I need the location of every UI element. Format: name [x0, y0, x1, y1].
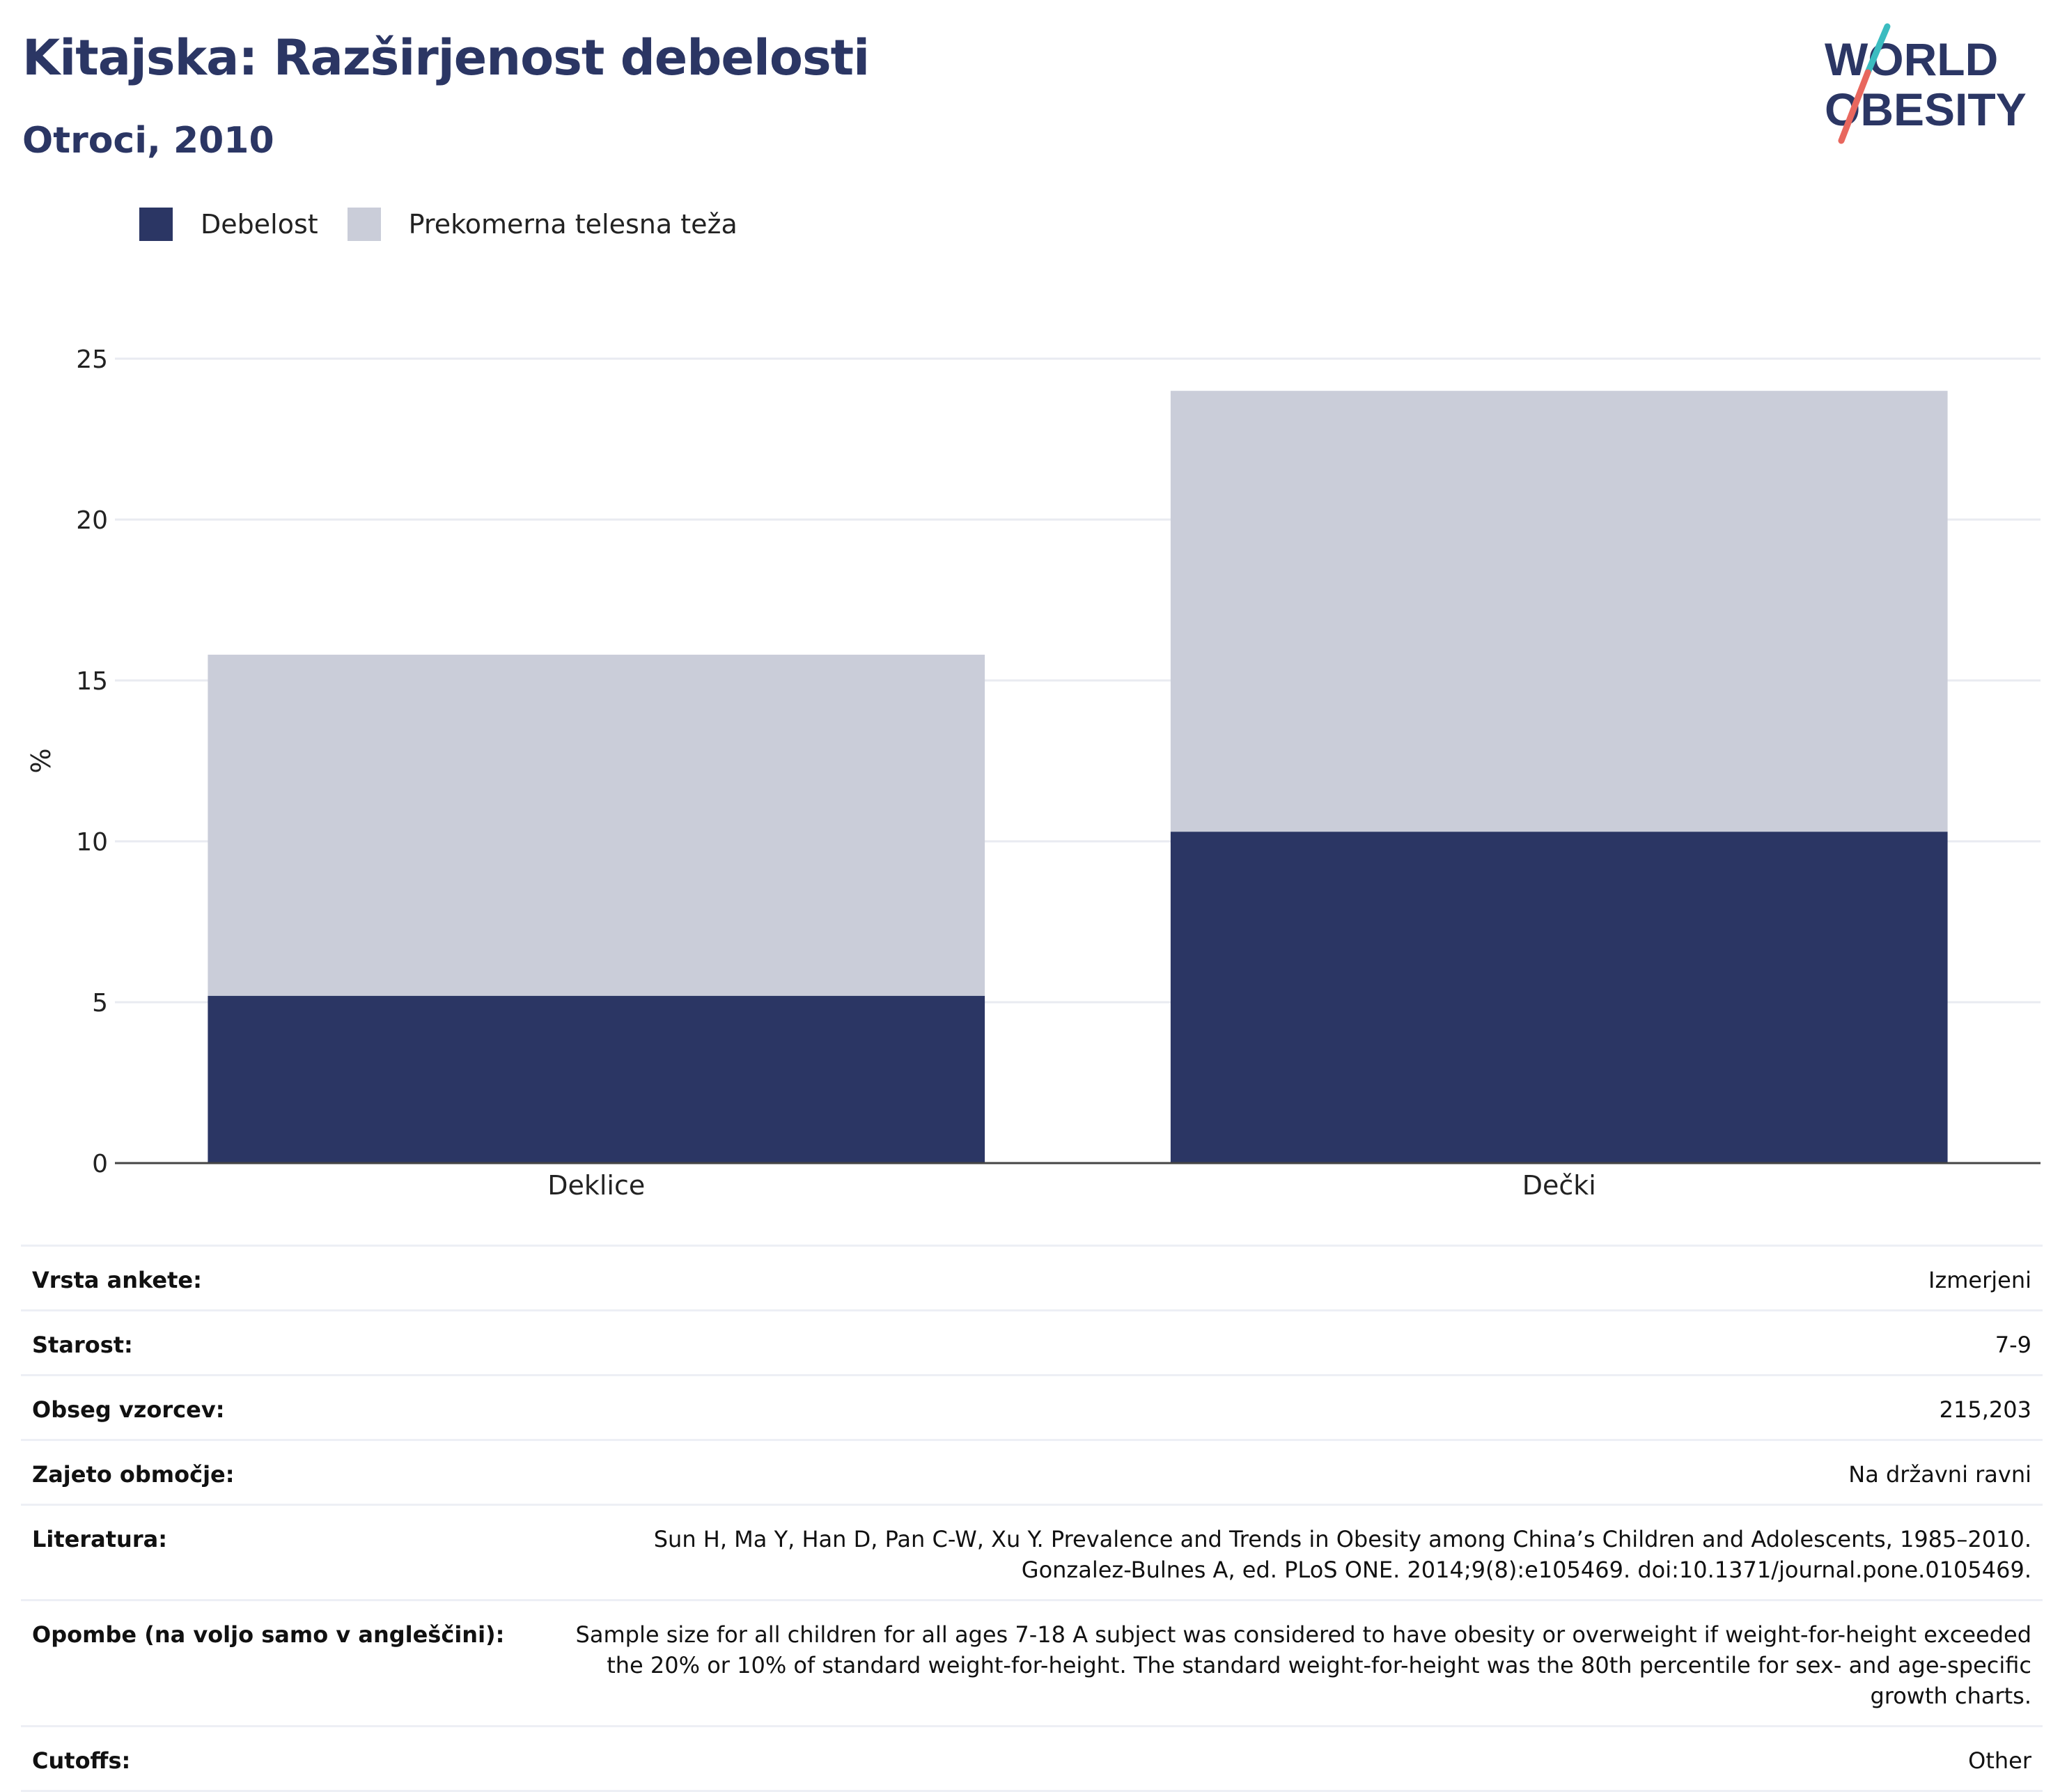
world-obesity-logo: WORLD OBESITY: [1825, 23, 2027, 144]
meta-value: 7-9: [1995, 1332, 2031, 1358]
survey-details-table: Vrsta ankete: Izmerjeni Starost: 7-9 Obseg v…: [21, 1245, 2043, 1792]
meta-row: Zajeto območje: Na državni ravni: [21, 1440, 2043, 1505]
legend-label-debelost: Debelost: [201, 209, 318, 240]
logo-line1: WORLD: [1825, 33, 1998, 85]
y-tick-label: 20: [76, 506, 108, 535]
logo-slash-teal: [1864, 23, 1891, 76]
bar-chart: 0 5 10 15 20 25% Deklice Dečki: [26, 345, 2041, 1201]
meta-row: Cutoffs: Other: [21, 1726, 2043, 1791]
meta-value: Other: [1968, 1747, 2031, 1774]
logo-slash-red: [1838, 69, 1871, 144]
y-tick-label: 25: [76, 345, 108, 374]
bar-debelost-1: [1170, 832, 1948, 1163]
meta-row: Obseg vzorcev: 215,203: [21, 1375, 2043, 1440]
meta-row: Literatura: Sun H, Ma Y, Han D, Pan C-W, …: [21, 1504, 2043, 1600]
meta-row: Vrsta ankete: Izmerjeni: [21, 1245, 2043, 1311]
legend-label-prekomerna: Prekomerna telesna teža: [408, 209, 738, 240]
meta-row: Opombe (na voljo samo v angleščini): Samp…: [21, 1600, 2043, 1727]
bar-prekomerna-0: [208, 655, 985, 996]
meta-value: Na državni ravni: [1848, 1461, 2031, 1488]
meta-value: Sun H, Ma Y, Han D, Pan C-W, Xu Y. Preva…: [653, 1526, 2031, 1583]
bar-debelost-0: [208, 995, 985, 1163]
meta-value: Sample size for all children for all age…: [575, 1621, 2031, 1709]
y-tick-label: 15: [76, 667, 108, 696]
bar-prekomerna-1: [1170, 391, 1948, 832]
meta-key: Zajeto območje:: [32, 1461, 235, 1488]
y-axis-label: %: [26, 748, 56, 773]
meta-value: Izmerjeni: [1928, 1267, 2031, 1293]
x-tick-label: Deklice: [547, 1170, 645, 1201]
y-tick-label: 10: [76, 828, 108, 857]
meta-key: Vrsta ankete:: [32, 1267, 202, 1293]
meta-key: Starost:: [32, 1332, 133, 1358]
legend-swatch-debelost: [139, 208, 173, 241]
legend-item-prekomerna[interactable]: Prekomerna telesna teža: [347, 208, 738, 241]
meta-key: Literatura:: [32, 1526, 167, 1552]
y-tick-label: 0: [92, 1150, 108, 1178]
legend-item-debelost[interactable]: Debelost: [139, 208, 318, 241]
meta-value: 215,203: [1939, 1396, 2031, 1423]
legend: Debelost Prekomerna telesna teža: [139, 206, 767, 242]
chart-title: Kitajska: Razširjenost debelosti: [22, 29, 870, 86]
y-tick-label: 5: [92, 989, 108, 1018]
meta-key: Cutoffs:: [32, 1747, 131, 1774]
chart-subtitle: Otroci, 2010: [22, 120, 274, 162]
meta-key: Opombe (na voljo samo v angleščini):: [32, 1621, 505, 1648]
x-tick-label: Dečki: [1522, 1170, 1596, 1201]
meta-row: Starost: 7-9: [21, 1310, 2043, 1376]
legend-swatch-prekomerna: [347, 208, 381, 241]
meta-key: Obseg vzorcev:: [32, 1396, 225, 1423]
